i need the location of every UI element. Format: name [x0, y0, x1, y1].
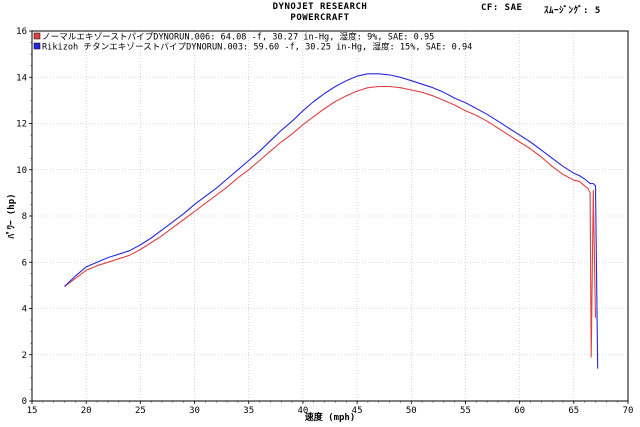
legend: ノーマルエキゾーストパイプDYNORUN.006: 64.08 -f, 30.2… — [33, 31, 472, 53]
chart-title: DYNOJET RESEARCH — [272, 2, 368, 12]
x-tick-label: 50 — [406, 406, 417, 416]
legend-swatch-run1 — [33, 32, 41, 40]
y-tick-label: 16 — [16, 27, 27, 37]
x-tick-label: 20 — [81, 406, 92, 416]
grid — [31, 30, 629, 402]
tick-labels: 15 20 25 30 35 40 45 50 55 60 65 70 0 2 4 6 8 10 12 14 16 — [16, 27, 633, 416]
legend-label-run1: ノーマルエキゾーストパイプDYNORUN.006: 64.08 -f, 30.2… — [42, 31, 434, 43]
x-tick-label: 55 — [460, 406, 471, 416]
y-tick-label: 12 — [16, 120, 27, 130]
x-tick-label: 45 — [352, 406, 363, 416]
x-tick-label: 60 — [514, 406, 525, 416]
smoothing-label: ｽﾑｰｼﾞﾝｸﾞ: 5 — [544, 6, 601, 16]
y-tick-label: 0 — [22, 397, 27, 407]
y-tick-label: 10 — [16, 166, 27, 176]
legend-swatch-run2 — [33, 42, 41, 50]
y-axis-title: ﾊﾟﾜｰ (hp) — [5, 193, 17, 239]
chart-subtitle: POWERCRAFT — [290, 13, 350, 23]
x-tick-label: 35 — [243, 406, 254, 416]
x-tick-label: 40 — [297, 406, 308, 416]
y-tick-label: 6 — [22, 258, 27, 268]
series-line-run2 — [64, 73, 599, 369]
x-tick-label: 70 — [623, 406, 634, 416]
x-tick-label: 65 — [568, 406, 579, 416]
x-tick-label: 25 — [135, 406, 146, 416]
series-lines — [64, 73, 599, 369]
x-tick-label: 15 — [27, 406, 38, 416]
x-tick-label: 30 — [189, 406, 200, 416]
y-tick-label: 8 — [22, 212, 27, 222]
y-tick-label: 4 — [22, 305, 27, 315]
x-axis-title: 速度 (mph) — [305, 411, 356, 423]
correction-factor-label: CF: SAE — [481, 3, 523, 13]
series-line-run1 — [64, 85, 597, 358]
y-tick-label: 14 — [16, 73, 27, 83]
legend-label-run2: Rikizoh チタンエキゾーストパイプDYNORUN.003: 59.60 -… — [42, 41, 472, 53]
y-tick-label: 2 — [22, 351, 27, 361]
